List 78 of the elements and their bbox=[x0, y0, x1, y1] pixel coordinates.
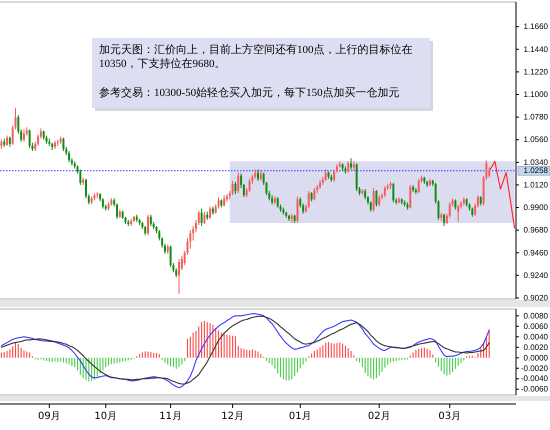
candlestick bbox=[28, 128, 31, 148]
candlestick bbox=[352, 160, 355, 172]
candlestick bbox=[443, 213, 446, 227]
candlestick bbox=[271, 194, 274, 205]
y-tick-label: 0.0020 bbox=[524, 342, 549, 352]
candlestick bbox=[457, 204, 460, 222]
candlestick bbox=[234, 181, 236, 195]
y-tick-label: 0.0080 bbox=[524, 311, 549, 320]
candlestick bbox=[375, 190, 378, 208]
annotation: 参考交易：10300-50始轻仓买入加元，每下150点加买一仓加元 bbox=[99, 86, 400, 99]
x-tick-label: 11月 bbox=[159, 411, 182, 422]
candlestick bbox=[42, 130, 45, 140]
y-tick-label: 0.9460 bbox=[524, 248, 549, 258]
candlestick bbox=[6, 135, 8, 146]
candlestick bbox=[372, 188, 375, 212]
y-tick-label: 1.0120 bbox=[524, 180, 549, 190]
candlestick bbox=[310, 192, 313, 202]
candlestick bbox=[237, 172, 240, 194]
y-tick-label: 0.9680 bbox=[524, 226, 549, 235]
candlestick bbox=[319, 179, 322, 190]
candlestick bbox=[232, 180, 234, 196]
candlestick bbox=[454, 198, 456, 210]
y-tick-label: 0.9020 bbox=[524, 293, 549, 302]
candlestick bbox=[347, 160, 350, 174]
candlestick bbox=[350, 158, 352, 170]
y-tick-label: 1.1660 bbox=[524, 22, 549, 32]
candlestick bbox=[116, 202, 118, 220]
candlestick bbox=[200, 208, 203, 227]
x-tick-label: 01月 bbox=[288, 411, 312, 422]
candlestick bbox=[0, 139, 2, 150]
y-tick-label: -0.0040 bbox=[520, 374, 549, 384]
y-tick-label: 0.0060 bbox=[524, 322, 549, 331]
candlestick bbox=[166, 244, 169, 254]
candlestick bbox=[68, 150, 70, 163]
x-tick-label: 03月 bbox=[438, 411, 462, 422]
candlestick bbox=[62, 137, 64, 152]
candlestick bbox=[178, 258, 180, 294]
candlestick bbox=[203, 211, 206, 224]
candlestick bbox=[260, 170, 262, 182]
y-tick-label: 0.9900 bbox=[524, 203, 549, 212]
x-tick-label: 02月 bbox=[368, 411, 391, 422]
candlestick bbox=[8, 136, 11, 148]
candlestick bbox=[384, 185, 386, 198]
candlestick bbox=[418, 178, 420, 194]
x-tick-label: 10月 bbox=[94, 411, 118, 422]
y-tick-label: 1.0780 bbox=[524, 112, 549, 122]
candlestick bbox=[218, 196, 220, 210]
y-tick-label: 1.1440 bbox=[524, 44, 549, 54]
candlestick bbox=[147, 214, 150, 236]
ref-line-label: 1.0258 bbox=[524, 166, 549, 176]
y-tick-label: 1.0560 bbox=[524, 135, 549, 144]
x-tick-label: 09月 bbox=[38, 411, 61, 422]
candlestick bbox=[257, 169, 259, 182]
line-series bbox=[488, 160, 516, 229]
candlestick bbox=[324, 169, 327, 182]
candlestick bbox=[79, 169, 82, 186]
y-tick-label: -0.0020 bbox=[520, 364, 549, 373]
candlestick bbox=[296, 196, 298, 224]
candlestick bbox=[223, 194, 226, 208]
y-tick-label: 1.1220 bbox=[524, 67, 549, 76]
candlestick bbox=[409, 184, 412, 210]
y-tick-label: 0.9240 bbox=[524, 270, 549, 280]
y-tick-label: 0.0000 bbox=[524, 353, 549, 362]
y-tick-label: 0.0040 bbox=[524, 332, 549, 342]
candlestick bbox=[290, 213, 293, 224]
y-tick-label: -0.0060 bbox=[520, 384, 549, 394]
candlestick bbox=[209, 206, 212, 220]
candlestick bbox=[22, 128, 25, 142]
y-tick-label: 1.0340 bbox=[524, 158, 549, 167]
candlestick bbox=[144, 226, 146, 236]
x-tick-label: 12月 bbox=[221, 411, 244, 422]
candlestick bbox=[150, 214, 152, 227]
candlestick bbox=[471, 207, 474, 218]
candlestick bbox=[392, 182, 394, 203]
annotation: 加元天图：汇价向上，目前上方空间还有100点，上行的目标位在10350，下支持位在9680。 bbox=[99, 43, 412, 70]
candlestick bbox=[313, 188, 316, 201]
candlestick bbox=[488, 166, 490, 178]
y-tick-label: 1.1000 bbox=[524, 90, 549, 99]
